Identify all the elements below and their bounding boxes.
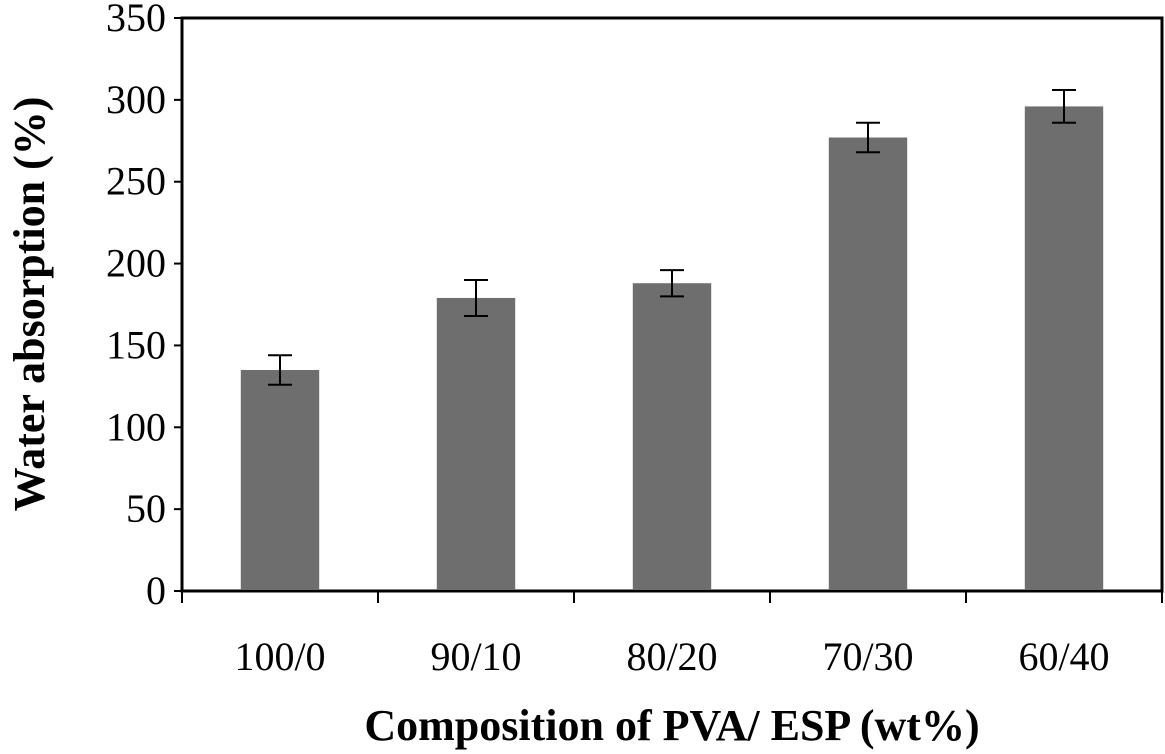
y-tick-label: 250	[106, 159, 166, 204]
x-axis-ticks: 100/0 90/10 80/20 70/30 60/40	[181, 591, 1163, 679]
y-tick-label: 50	[126, 486, 166, 531]
bars-layer	[240, 106, 1104, 592]
y-tick-label: 0	[146, 568, 166, 613]
bar-100-0	[240, 369, 320, 591]
x-tick-label: 70/30	[822, 634, 913, 679]
y-axis-ticks: 0 50 100 150 200 250 300 350	[106, 0, 182, 613]
y-tick-label: 300	[106, 77, 166, 122]
x-tick-label: 90/10	[430, 634, 521, 679]
x-axis-title: Composition of PVA/ ESP (wt%)	[364, 701, 979, 750]
error-bar-70-30	[856, 121, 880, 154]
error-bar-80-20	[660, 269, 684, 298]
x-tick-label: 60/40	[1018, 634, 1109, 679]
y-tick-label: 100	[106, 404, 166, 449]
bar-80-20	[632, 283, 712, 591]
error-bar-60-40	[1052, 89, 1076, 124]
y-axis-title: Water absorption (%)	[5, 97, 54, 512]
bar-60-40	[1024, 106, 1104, 592]
error-bar-100-0	[268, 354, 292, 386]
bar-90-10	[436, 297, 516, 591]
x-tick-label: 80/20	[626, 634, 717, 679]
y-tick-label: 350	[106, 0, 166, 40]
error-bar-90-10	[464, 278, 488, 317]
y-tick-label: 200	[106, 241, 166, 286]
error-bars-layer	[268, 89, 1076, 386]
y-tick-label: 150	[106, 322, 166, 367]
bar-70-30	[828, 137, 908, 592]
x-tick-label: 100/0	[234, 634, 325, 679]
